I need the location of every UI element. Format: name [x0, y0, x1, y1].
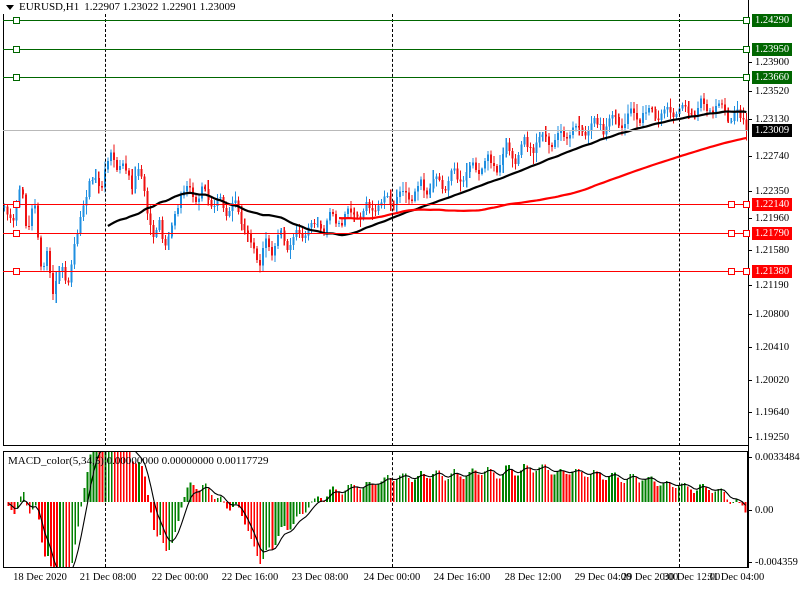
symbol-label: EURUSD,H1 — [19, 1, 80, 13]
line-handle[interactable] — [13, 46, 20, 53]
resistance-line[interactable] — [3, 20, 748, 21]
macd-indicator-label: MACD_color(5,34,5) 0.00000000 0.00000000… — [8, 455, 269, 467]
moving-average-slow — [338, 136, 747, 220]
badge-anchor — [743, 46, 750, 53]
price-tick: 1.22740 — [749, 151, 789, 163]
line-handle[interactable] — [728, 230, 735, 237]
macd-scale-zero: 0.00 — [749, 505, 773, 517]
badge-anchor — [743, 17, 750, 24]
line-handle[interactable] — [728, 201, 735, 208]
resistance-line[interactable] — [3, 77, 748, 78]
badge-anchor — [743, 268, 750, 275]
resistance-price-badge[interactable]: 1.23660 — [752, 71, 793, 84]
macd-pane-frame — [3, 451, 748, 568]
time-axis: 18 Dec 2020 21 Dec 08:00 22 Dec 00:00 22… — [0, 570, 800, 586]
time-tick: 22 Dec 00:00 — [151, 572, 209, 583]
time-tick: 30 Dec 12:00 — [663, 572, 721, 583]
day-separator — [679, 14, 680, 446]
line-handle[interactable] — [728, 268, 735, 275]
time-tick: 22 Dec 16:00 — [221, 572, 279, 583]
caret-down-icon[interactable] — [6, 4, 14, 10]
price-tick: 1.20800 — [749, 309, 789, 321]
price-tick: 1.23520 — [749, 86, 789, 98]
line-handle[interactable] — [13, 268, 20, 275]
price-pane-frame — [3, 14, 748, 446]
resistance-price-badge[interactable]: 1.23950 — [752, 43, 793, 56]
time-tick: 23 Dec 08:00 — [291, 572, 349, 583]
day-separator — [105, 452, 106, 567]
time-tick: 18 Dec 2020 — [13, 572, 67, 583]
day-separator — [105, 14, 106, 446]
time-tick: 24 Dec 00:00 — [363, 572, 421, 583]
price-tick-overlapped: 1.23900 — [749, 57, 789, 69]
price-tick: 1.21580 — [749, 245, 789, 257]
resistance-price-badge[interactable]: 1.24290 — [752, 14, 793, 27]
time-tick: 29 Dec 20:00 — [621, 572, 679, 583]
macd-signal-line — [8, 452, 746, 567]
support-price-badge[interactable]: 1.21790 — [752, 227, 793, 240]
badge-anchor — [743, 74, 750, 81]
line-handle[interactable] — [13, 201, 20, 208]
price-tick: 1.21960 — [749, 213, 789, 225]
time-tick: 21 Dec 08:00 — [79, 572, 137, 583]
current-price-badge: 1.23009 — [752, 124, 793, 137]
price-tick: 1.19250 — [749, 432, 789, 444]
price-tick: 1.20410 — [749, 342, 789, 354]
support-price-badge[interactable]: 1.22140 — [752, 198, 793, 211]
support-line[interactable] — [3, 271, 748, 272]
day-separator — [392, 452, 393, 567]
badge-anchor — [743, 201, 750, 208]
macd-histogram — [7, 452, 747, 567]
line-handle[interactable] — [13, 74, 20, 81]
macd-scale-bottom: -0.004359 — [749, 557, 798, 569]
time-tick: 24 Dec 16:00 — [433, 572, 491, 583]
time-tick: 29 Dec 04:00 — [574, 572, 632, 583]
candlestick-series — [3, 92, 748, 303]
price-axis-spine — [748, 0, 749, 568]
price-tick: 1.20020 — [749, 375, 789, 387]
badge-anchor — [743, 230, 750, 237]
day-separator — [679, 452, 680, 567]
support-price-badge[interactable]: 1.21380 — [752, 265, 793, 278]
macd-scale-top: 0.0033484 — [749, 452, 800, 464]
price-tick: 1.21190 — [749, 280, 789, 292]
price-pane[interactable] — [3, 14, 748, 446]
support-line[interactable] — [3, 204, 748, 205]
line-handle[interactable] — [13, 230, 20, 237]
price-tick: 1.22350 — [749, 186, 789, 198]
resistance-line[interactable] — [3, 49, 748, 50]
macd-pane[interactable] — [4, 452, 747, 567]
price-tick: 1.23130 — [749, 114, 789, 126]
current-price-line — [3, 130, 748, 131]
symbol-header-bar: EURUSD,H1 1.22907 1.23022 1.22901 1.2300… — [0, 0, 800, 14]
time-tick: 28 Dec 12:00 — [504, 572, 562, 583]
ohlc-values: 1.22907 1.23022 1.22901 1.23009 — [84, 1, 236, 13]
day-separator — [392, 14, 393, 446]
price-tick: 1.19640 — [749, 407, 789, 419]
line-handle[interactable] — [13, 17, 20, 24]
time-tick: 31 Dec 04:00 — [707, 572, 765, 583]
support-line[interactable] — [3, 233, 748, 234]
